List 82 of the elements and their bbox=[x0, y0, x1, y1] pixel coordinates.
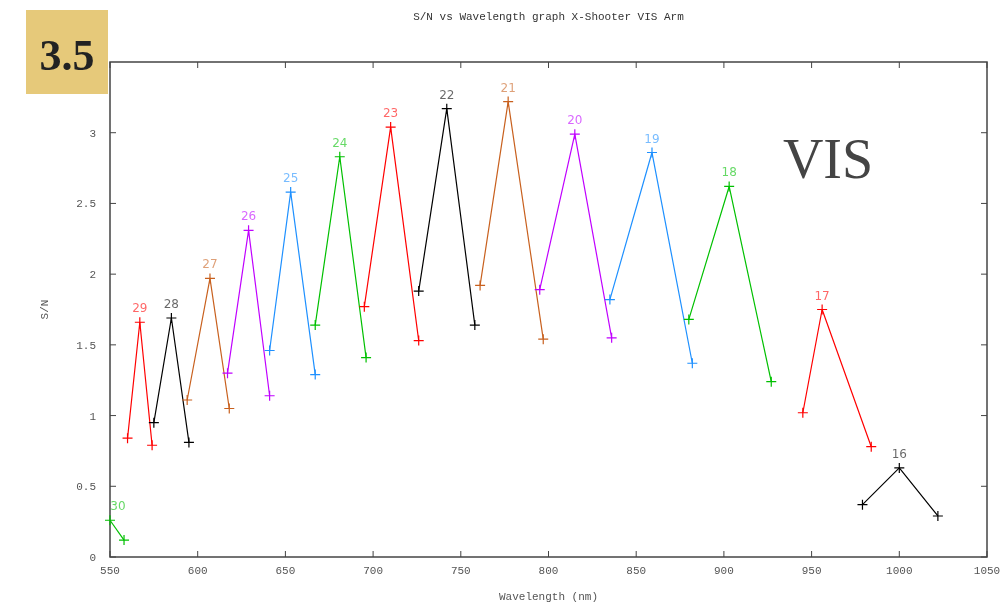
x-tick-label: 700 bbox=[363, 565, 384, 577]
point bbox=[223, 402, 235, 415]
x-tick-label: 600 bbox=[187, 565, 208, 577]
point bbox=[221, 367, 234, 379]
point bbox=[146, 439, 158, 451]
point bbox=[134, 316, 146, 328]
y-tick-label: 1 bbox=[89, 410, 97, 423]
point bbox=[537, 333, 549, 345]
point bbox=[148, 417, 160, 429]
point bbox=[413, 285, 425, 297]
point bbox=[865, 441, 877, 453]
point bbox=[242, 224, 255, 236]
series-label: 26 bbox=[240, 209, 257, 224]
x-tick-label: 1000 bbox=[886, 565, 913, 577]
point bbox=[569, 128, 581, 140]
point bbox=[204, 272, 216, 284]
y-tick-label: 2.5 bbox=[76, 198, 96, 211]
point bbox=[604, 294, 616, 306]
point bbox=[358, 301, 370, 313]
series-label: 19 bbox=[644, 131, 660, 146]
x-tick-label: 1050 bbox=[973, 565, 1001, 577]
series-label: 24 bbox=[332, 135, 348, 150]
y-tick-label: 3 bbox=[89, 127, 96, 140]
series-label: 23 bbox=[383, 106, 399, 121]
y-axis-title: S/N bbox=[39, 299, 51, 320]
x-tick-label: 550 bbox=[100, 565, 120, 577]
point bbox=[264, 390, 276, 402]
point bbox=[797, 407, 809, 419]
point bbox=[816, 303, 828, 316]
point bbox=[932, 510, 944, 522]
series-label: 29 bbox=[132, 301, 148, 316]
point bbox=[118, 534, 130, 546]
point bbox=[856, 499, 869, 511]
text: 3.5 bbox=[39, 31, 95, 80]
point bbox=[893, 462, 905, 474]
point bbox=[334, 151, 346, 163]
point bbox=[360, 351, 372, 364]
x-tick-label: 800 bbox=[538, 565, 559, 577]
point bbox=[502, 96, 514, 108]
series-label: 17 bbox=[814, 288, 830, 303]
y-tick-label: 1.5 bbox=[76, 339, 96, 352]
point bbox=[309, 319, 321, 331]
point bbox=[121, 432, 134, 444]
y-tick-label: 0.5 bbox=[76, 481, 96, 494]
y-tick-label: 0 bbox=[89, 552, 96, 564]
point bbox=[183, 436, 195, 449]
chart-title: S/N vs Wavelength graph X-Shooter VIS Arm bbox=[413, 11, 685, 23]
point bbox=[309, 368, 321, 381]
series-label: 28 bbox=[163, 296, 180, 311]
point bbox=[181, 394, 193, 406]
x-tick-label: 900 bbox=[713, 565, 734, 577]
point bbox=[441, 103, 453, 115]
point bbox=[474, 279, 486, 292]
point bbox=[534, 284, 546, 296]
annotation: VIS bbox=[782, 128, 874, 190]
point bbox=[469, 319, 481, 331]
point bbox=[723, 180, 735, 193]
point bbox=[385, 121, 397, 133]
x-tick-label: 850 bbox=[626, 565, 647, 577]
x-tick-label: 750 bbox=[450, 565, 471, 577]
point bbox=[264, 344, 276, 357]
x-tick-label: 950 bbox=[801, 565, 822, 577]
x-axis-title: Wavelength (nm) bbox=[498, 591, 599, 603]
series-label: 21 bbox=[500, 80, 516, 95]
point bbox=[686, 357, 698, 369]
point bbox=[285, 186, 297, 198]
point bbox=[646, 146, 658, 159]
series-label: 20 bbox=[567, 113, 583, 128]
point bbox=[413, 335, 425, 347]
series-label: 16 bbox=[891, 446, 907, 461]
point bbox=[683, 313, 695, 325]
point bbox=[606, 332, 618, 344]
point bbox=[765, 376, 777, 388]
series-label: 27 bbox=[202, 257, 218, 272]
point bbox=[104, 514, 116, 526]
y-tick-label: 2 bbox=[89, 269, 96, 282]
series-label: 25 bbox=[283, 171, 299, 186]
x-tick-label: 650 bbox=[275, 565, 296, 577]
series-label: 22 bbox=[439, 87, 455, 102]
series-label: 30 bbox=[110, 499, 126, 514]
point bbox=[165, 312, 177, 324]
series-label: 18 bbox=[721, 165, 737, 180]
